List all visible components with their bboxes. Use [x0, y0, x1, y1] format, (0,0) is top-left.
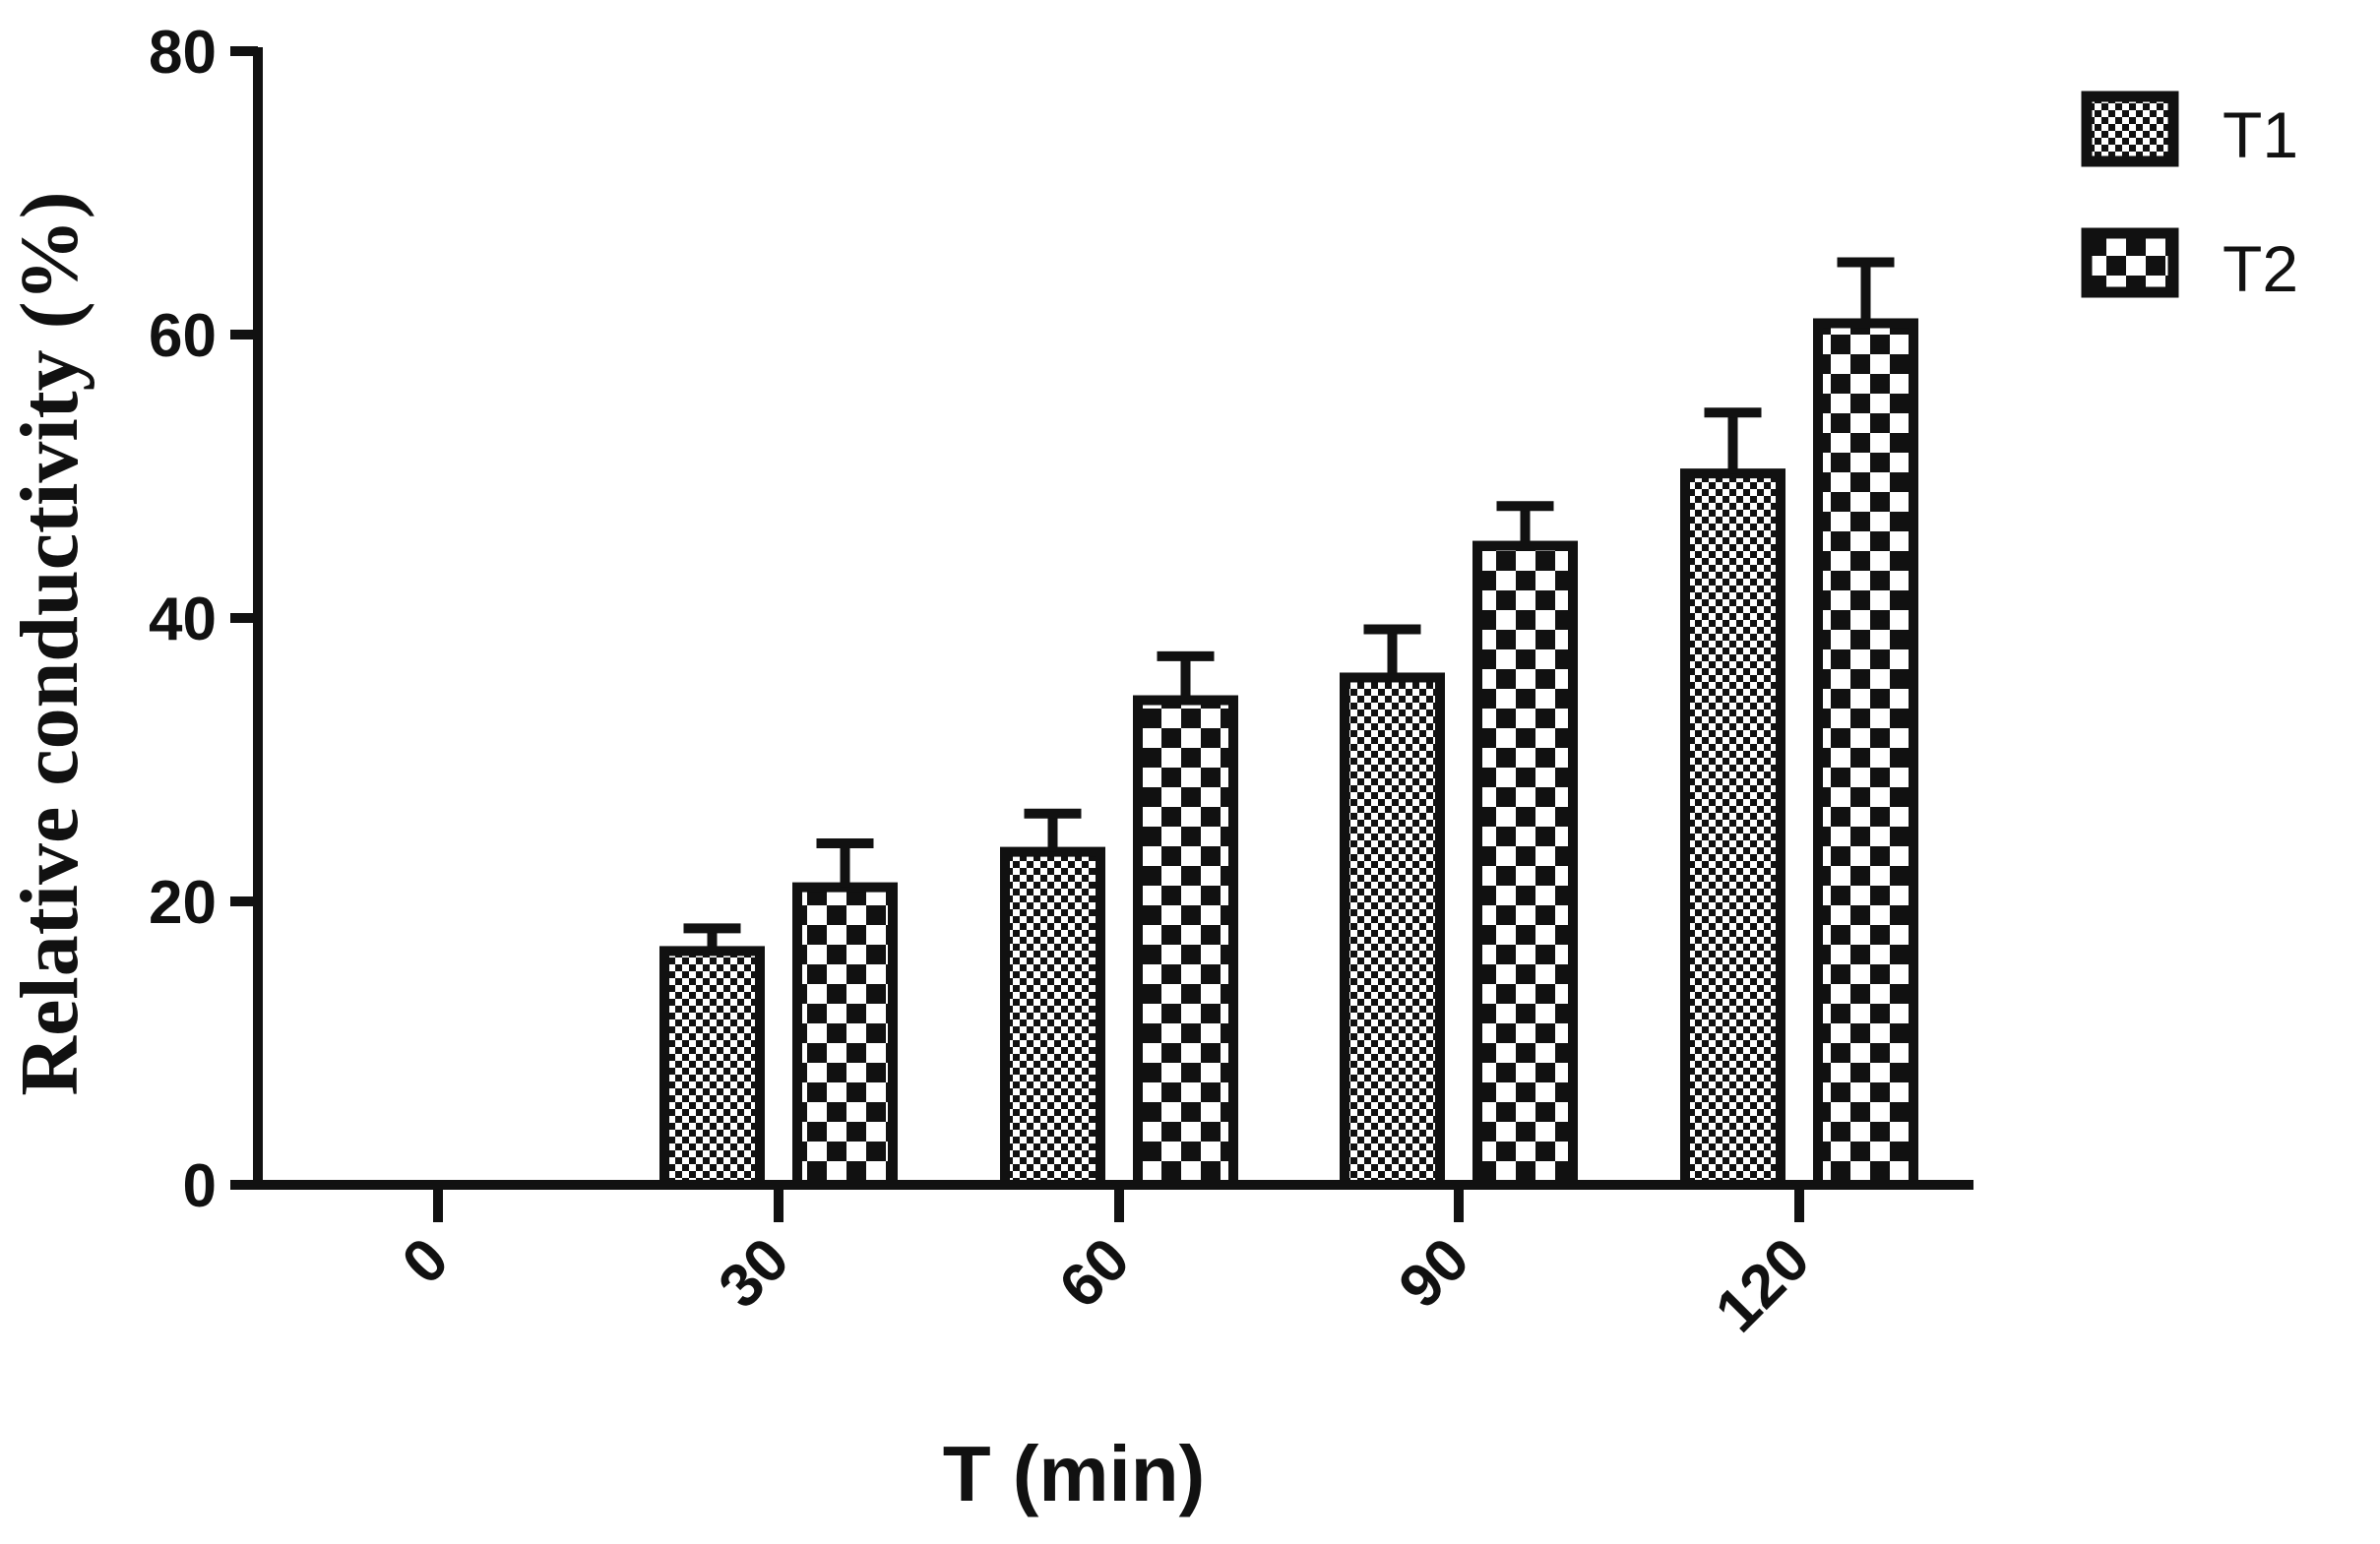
- legend-item-t1: T1: [2081, 91, 2298, 171]
- x-tick-label-0: 0: [390, 1225, 462, 1297]
- legend-item-t2: T2: [2081, 227, 2298, 305]
- bar-t2-30: [792, 882, 898, 1190]
- y-tick-label-40: 40: [149, 586, 217, 653]
- legend-label-t1: T1: [2223, 98, 2298, 171]
- legend: T1 T2: [2081, 91, 2298, 305]
- axes-layer: 0 20 40 60 80 0 30 60 90 120: [149, 19, 1973, 1345]
- y-tick-label-60: 60: [149, 302, 217, 370]
- bars-layer: [659, 257, 1918, 1191]
- x-tick-label-30: 30: [706, 1225, 802, 1322]
- bar-t2-90: [1472, 540, 1578, 1190]
- bar-t2-60: [1133, 695, 1238, 1191]
- bar-t1-30: [659, 946, 765, 1191]
- legend-swatch-t2: [2081, 227, 2179, 298]
- y-axis-title: Relative conductivity (%): [4, 191, 95, 1095]
- y-tick-label-0: 0: [183, 1152, 217, 1220]
- y-tick-label-20: 20: [149, 869, 217, 937]
- bar-t1-60: [1000, 846, 1105, 1190]
- x-tick-label-120: 120: [1703, 1225, 1823, 1345]
- legend-label-t2: T2: [2223, 232, 2298, 305]
- x-tick-label-60: 60: [1046, 1225, 1143, 1322]
- bar-t1-90: [1340, 672, 1445, 1190]
- bar-t1-120: [1680, 468, 1785, 1190]
- y-tick-label-80: 80: [149, 19, 217, 87]
- bar-t2-120: [1813, 318, 1918, 1191]
- x-axis-title: T (min): [943, 1430, 1206, 1517]
- x-tick-label-90: 90: [1386, 1225, 1482, 1322]
- legend-swatch-t1: [2081, 91, 2179, 167]
